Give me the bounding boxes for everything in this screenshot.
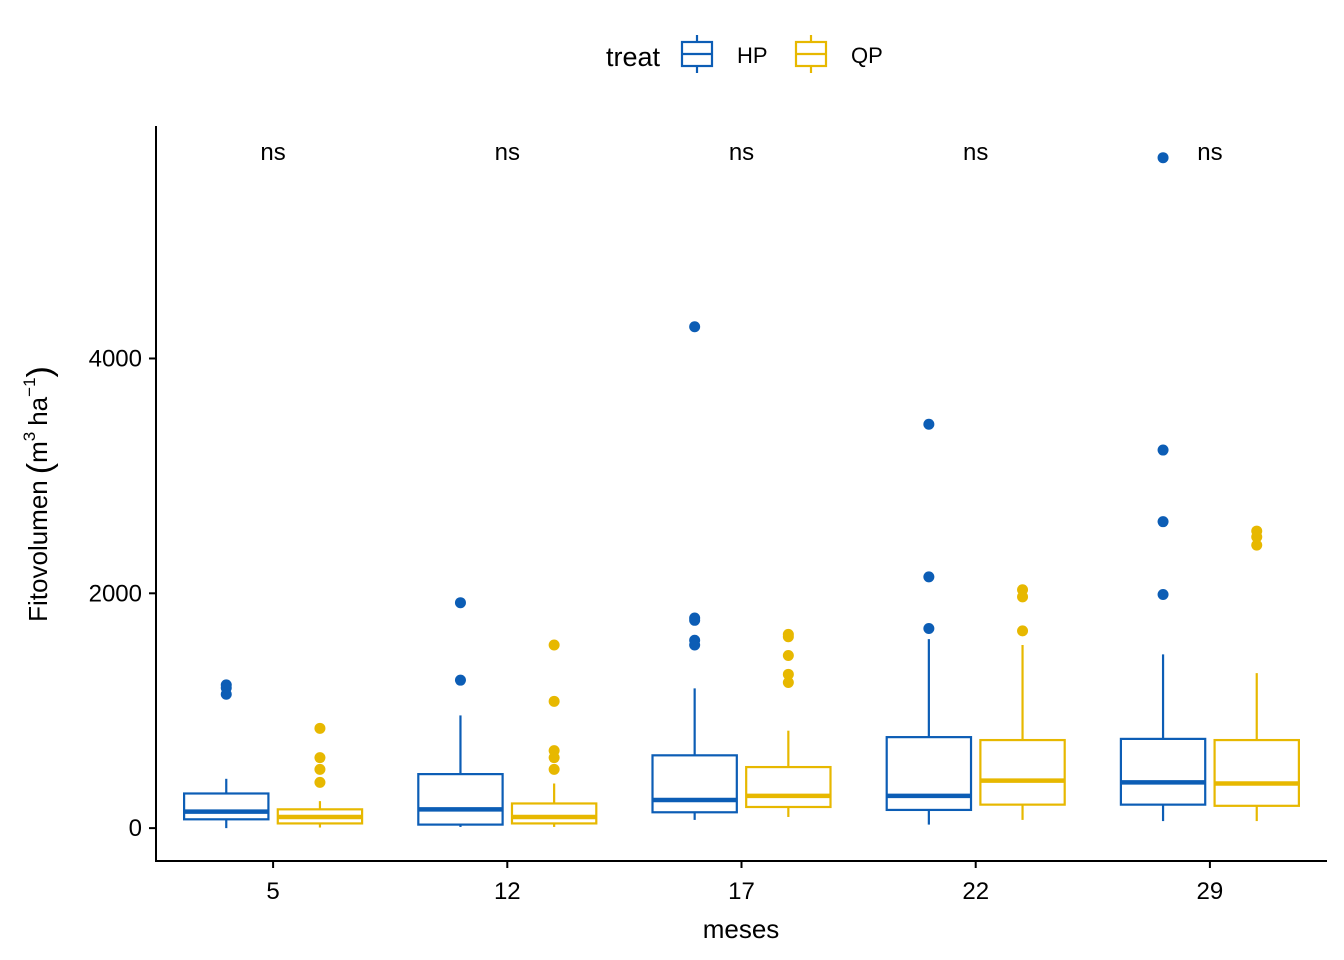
box-iqr xyxy=(1119,737,1207,806)
box-qp-17 xyxy=(745,628,832,817)
y-ticks: 0 2000 4000 xyxy=(89,345,156,842)
svg-text:Fitovolumen(m3ha−1): Fitovolumen (m3 ha−1) xyxy=(20,366,59,622)
y-axis-title-main: Fitovolumen xyxy=(23,480,53,622)
box-iqr xyxy=(651,754,738,814)
outlier-point xyxy=(314,776,326,788)
box-hp-22 xyxy=(885,418,973,825)
x-tick-label: 17 xyxy=(728,878,755,905)
x-axis-title: meses xyxy=(703,914,780,944)
x-tick-label: 22 xyxy=(962,878,989,905)
outlier-point xyxy=(1017,625,1029,637)
outlier-point xyxy=(1157,152,1169,164)
x-tick-label: 29 xyxy=(1197,878,1224,905)
box-iqr xyxy=(183,792,270,821)
outlier-point xyxy=(1017,591,1029,603)
axes: 0 2000 4000 5 12 17 22 29 xyxy=(89,126,1327,905)
y-axis-title-unit2: ha xyxy=(23,396,53,425)
outlier-point xyxy=(548,639,560,651)
legend: treat HP QP xyxy=(606,35,883,73)
outlier-point xyxy=(923,623,935,635)
series-hp xyxy=(183,152,1207,829)
x-tick-label: 5 xyxy=(266,878,279,905)
box-hp-17 xyxy=(651,321,738,820)
box-hp-5 xyxy=(183,679,270,829)
y-axis-title-exp2: −1 xyxy=(20,377,39,396)
legend-key-qp: QP xyxy=(794,35,883,73)
box-qp-5 xyxy=(276,722,364,828)
box-iqr xyxy=(885,736,973,812)
box-hp-12 xyxy=(417,597,504,827)
x-ticks: 5 12 17 22 29 xyxy=(266,861,1223,905)
y-axis-title-paren-open: ( xyxy=(21,462,59,474)
series-qp xyxy=(276,525,1300,828)
box-qp-22 xyxy=(979,584,1066,820)
outlier-point xyxy=(689,614,701,626)
outlier-point xyxy=(548,752,560,764)
outlier-point xyxy=(1251,531,1263,543)
legend-key-hp: HP xyxy=(680,35,768,73)
box-qp-29 xyxy=(1213,525,1300,822)
outlier-point xyxy=(314,752,326,764)
legend-title: treat xyxy=(606,42,661,72)
outlier-point xyxy=(548,763,560,775)
outlier-point xyxy=(1157,444,1169,456)
legend-label: QP xyxy=(851,43,883,68)
y-axis-title-exp1: 3 xyxy=(20,432,39,441)
box-qp-12 xyxy=(510,639,598,827)
outlier-point xyxy=(782,668,794,680)
outlier-point xyxy=(782,650,794,662)
box-iqr xyxy=(510,802,598,825)
significance-label: ns xyxy=(729,139,754,166)
outlier-point xyxy=(220,688,232,700)
legend-label: HP xyxy=(737,43,768,68)
box-iqr xyxy=(979,738,1066,806)
outlier-point xyxy=(1251,539,1263,551)
significance-label: ns xyxy=(495,139,520,166)
outlier-point xyxy=(782,677,794,689)
outlier-point xyxy=(454,674,466,686)
y-axis-title: Fitovolumen (m3 ha−1) xyxy=(20,366,59,622)
outlier-point xyxy=(782,631,794,643)
outlier-point xyxy=(923,571,935,583)
outlier-point xyxy=(1157,516,1169,528)
y-tick-label: 2000 xyxy=(89,580,142,607)
legend-keys: HP QP xyxy=(680,35,883,73)
outlier-point xyxy=(1157,588,1169,600)
outlier-point xyxy=(548,695,560,707)
significance-label: ns xyxy=(963,139,988,166)
box-iqr xyxy=(745,765,832,809)
outlier-point xyxy=(314,763,326,775)
box-hp-29 xyxy=(1119,152,1207,822)
x-tick-label: 12 xyxy=(494,878,521,905)
significance-annotations: ns ns ns ns ns xyxy=(260,139,1222,166)
box-series xyxy=(183,152,1300,829)
outlier-point xyxy=(689,321,701,333)
significance-label: ns xyxy=(260,139,285,166)
significance-label: ns xyxy=(1197,139,1222,166)
outlier-point xyxy=(314,722,326,734)
outlier-point xyxy=(454,597,466,609)
outlier-point xyxy=(923,418,935,430)
y-tick-label: 4000 xyxy=(89,345,142,372)
outlier-point xyxy=(689,639,701,651)
y-axis-title-unit1: m xyxy=(23,441,53,463)
box-iqr xyxy=(417,773,504,826)
y-tick-label: 0 xyxy=(129,815,142,842)
y-axis-title-paren-close: ) xyxy=(21,366,59,377)
box-iqr xyxy=(1213,738,1300,807)
